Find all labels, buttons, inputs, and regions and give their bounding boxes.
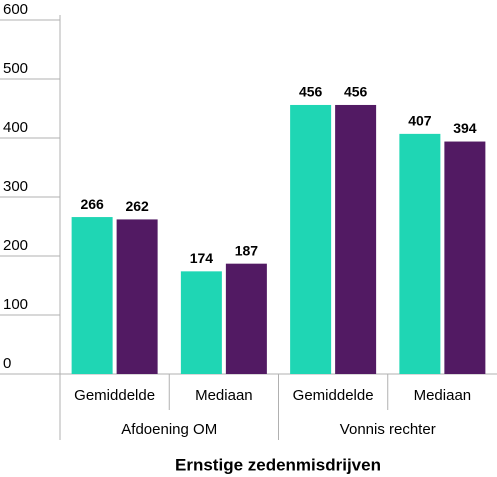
y-tick-label: 300: [3, 178, 28, 195]
x-tick-label: Mediaan: [195, 387, 253, 404]
x-tick-label: Gemiddelde: [293, 387, 374, 404]
value-label: 262: [125, 198, 149, 214]
value-label: 456: [299, 84, 323, 100]
bar: [116, 219, 158, 374]
bar: [444, 141, 486, 374]
y-tick-label: 500: [3, 60, 28, 77]
bar: [290, 104, 332, 375]
bar: [399, 133, 441, 374]
value-label: 394: [453, 120, 477, 136]
y-tick-label: 200: [3, 237, 28, 254]
value-label: 456: [344, 84, 368, 100]
x-tick-label: Gemiddelde: [74, 387, 155, 404]
value-label: 187: [235, 242, 259, 258]
y-tick-label: 0: [3, 355, 11, 372]
group-label: Afdoening OM: [121, 421, 217, 438]
bar: [225, 263, 267, 374]
bar: [71, 217, 113, 374]
value-label: 266: [80, 196, 104, 212]
y-tick-label: 100: [3, 296, 28, 313]
x-tick-label: Mediaan: [414, 387, 472, 404]
value-label: 174: [190, 250, 214, 266]
y-tick-label: 600: [3, 1, 28, 18]
bar: [180, 271, 222, 374]
y-tick-label: 400: [3, 119, 28, 136]
bar: [335, 104, 377, 375]
x-axis-label: Ernstige zedenmisdrijven: [175, 455, 381, 474]
group-label: Vonnis rechter: [340, 421, 436, 438]
value-label: 407: [408, 113, 432, 129]
